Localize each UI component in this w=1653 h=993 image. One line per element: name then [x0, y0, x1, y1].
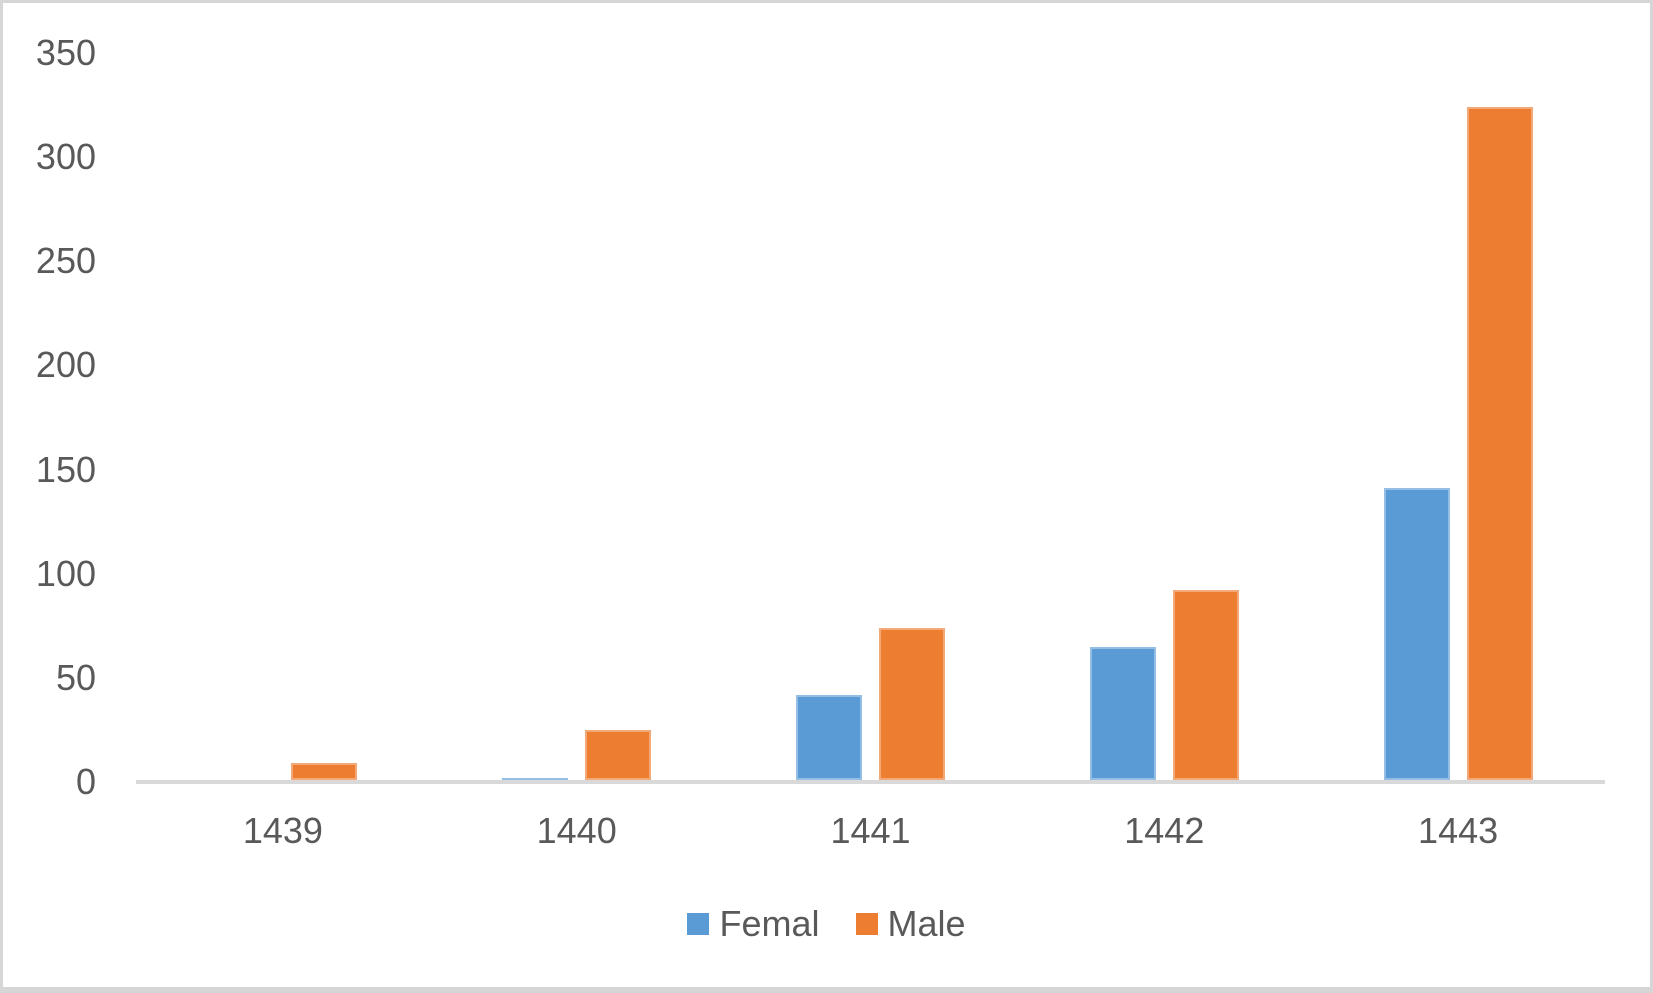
bar-male-1439	[291, 763, 358, 780]
bar-femal-1441	[796, 694, 862, 780]
plot-area: 0 50 100 150 200 250 300 350 1439 1440 1441 1442 14…	[3, 3, 1650, 987]
x-axis-label: 1442	[1124, 810, 1205, 851]
x-axis-line	[136, 780, 1605, 784]
x-axis-label: 1439	[242, 810, 323, 851]
legend-item-male: Male	[855, 903, 966, 944]
y-tick-label: 350	[35, 32, 96, 73]
y-axis: 0 50 100 150 200 250 300 350	[3, 3, 96, 987]
legend-label-male: Male	[887, 903, 966, 944]
bar-male-1441	[879, 627, 945, 780]
legend-item-femal: Femal	[687, 903, 820, 944]
legend-swatch-male	[855, 913, 878, 935]
y-tick-label: 300	[35, 136, 96, 178]
x-axis-label: 1441	[830, 810, 911, 851]
bar-male-1440	[585, 730, 652, 780]
legend-swatch-femal	[687, 913, 710, 935]
bar-femal-1440	[502, 777, 569, 780]
legend: Femal Male	[3, 906, 1650, 942]
x-axis-label: 1443	[1418, 810, 1499, 851]
y-tick-label: 250	[35, 240, 96, 282]
y-tick-label: 50	[55, 656, 96, 698]
y-tick-label: 200	[35, 344, 96, 386]
bar-femal-1442	[1089, 646, 1156, 780]
bar-male-1442	[1172, 590, 1239, 780]
y-tick-label: 150	[35, 448, 96, 490]
legend-label-femal: Femal	[719, 903, 820, 944]
bar-femal-1443	[1383, 488, 1450, 780]
bar-male-1443	[1466, 107, 1533, 780]
x-axis-label: 1440	[536, 810, 617, 851]
y-tick-label: 0	[75, 761, 96, 802]
y-tick-label: 100	[35, 552, 96, 594]
